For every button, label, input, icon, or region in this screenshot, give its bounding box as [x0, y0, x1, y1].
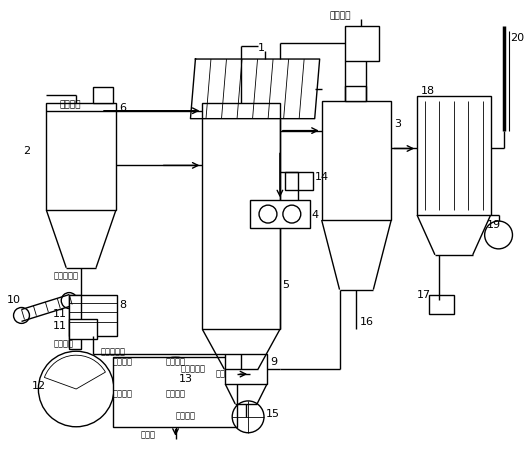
Text: 强磁物料: 强磁物料: [113, 389, 133, 398]
Bar: [250, 200, 310, 228]
Text: 14: 14: [315, 173, 329, 183]
Text: 18: 18: [421, 86, 435, 96]
Text: 12: 12: [31, 381, 46, 391]
Text: 3: 3: [394, 118, 401, 128]
Bar: [93, 87, 113, 103]
Text: 2: 2: [23, 145, 31, 156]
Text: 含水赤泥: 含水赤泥: [330, 11, 351, 20]
Bar: [113, 357, 237, 427]
Text: 16: 16: [359, 317, 374, 327]
Text: 助燃空气: 助燃空气: [175, 411, 196, 420]
Text: 还原后煤气: 还原后煤气: [181, 364, 206, 373]
Text: 铁精矿: 铁精矿: [141, 431, 156, 440]
Bar: [46, 103, 116, 210]
Text: 弱性物料: 弱性物料: [165, 389, 186, 398]
Bar: [69, 295, 117, 336]
Text: 8: 8: [119, 300, 126, 310]
Bar: [344, 26, 379, 61]
Bar: [417, 96, 491, 215]
Text: 10: 10: [6, 295, 21, 305]
Text: 6: 6: [119, 103, 126, 113]
Text: 还原煤气: 还原煤气: [54, 339, 73, 348]
Bar: [322, 101, 391, 220]
Text: 4: 4: [312, 210, 319, 220]
Bar: [202, 103, 280, 329]
Text: 19: 19: [487, 220, 501, 230]
Text: 非磁物料: 非磁物料: [165, 357, 186, 366]
Bar: [285, 173, 313, 190]
Bar: [225, 354, 267, 384]
Text: 17: 17: [417, 290, 431, 300]
Text: 20: 20: [510, 33, 525, 43]
Bar: [344, 86, 366, 101]
Bar: [69, 320, 97, 339]
Text: 还原后煤气: 还原后煤气: [101, 347, 126, 356]
Bar: [69, 295, 81, 349]
Text: 11: 11: [54, 321, 67, 331]
Text: 9: 9: [270, 357, 277, 367]
Text: 11: 11: [54, 310, 67, 320]
Text: 还原后煤气: 还原后煤气: [54, 272, 78, 281]
Text: 15: 15: [266, 409, 280, 419]
Text: 13: 13: [179, 374, 192, 384]
Text: 尾矿: 尾矿: [215, 369, 225, 378]
Text: 1: 1: [258, 43, 265, 53]
Text: 高温烟气: 高温烟气: [59, 101, 81, 110]
Bar: [429, 295, 454, 315]
Text: 5: 5: [282, 280, 289, 290]
Text: 弱磁物料: 弱磁物料: [113, 357, 133, 366]
